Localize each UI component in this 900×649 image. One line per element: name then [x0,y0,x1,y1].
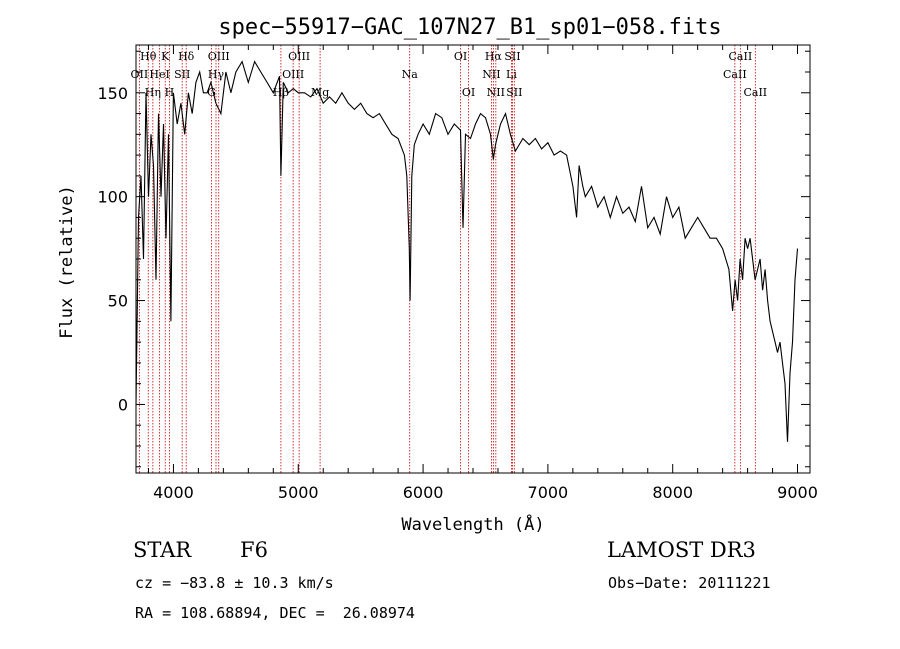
spectral-line-label: K [161,50,170,63]
redshift-velocity: cz = −83.8 ± 10.3 km/s [135,574,334,592]
spectral-line-label: SII [504,50,520,63]
y-axis: 0 50 100 150 [97,50,810,468]
x-tick-label: 6000 [403,483,444,502]
spectral-line-labels: OII Hθ Hη HeI K H SII Hδ G Hγ OIII Hβ OIII OIII Mg Na OI… [131,50,768,99]
y-tick-label: 50 [108,292,128,311]
x-tick-label: 5000 [278,483,319,502]
spectral-line-label: Mg [311,86,329,99]
spectral-line-label: OIII [208,50,230,63]
y-tick-label: 150 [97,84,128,103]
spectral-line-label: G [207,86,216,99]
spectrum-line [135,60,799,442]
x-tick-label: 4000 [153,483,194,502]
spectral-line-markers [138,45,756,473]
plot-frame [135,44,811,474]
spectral-line-label: CaII [723,68,747,81]
x-axis-label: Wavelength (Å) [401,513,544,535]
x-tick-label: 9000 [777,483,818,502]
x-axis: 4000 5000 6000 7000 8000 9000 [147,45,818,502]
spectral-line-label: Hθ [140,50,157,63]
spectral-line-label: OI [454,50,467,63]
object-class: STAR [133,538,192,562]
spectral-line-label: NII [487,86,505,99]
spectral-line-label: Hβ [273,86,289,99]
spectral-line-label: OII [131,68,149,81]
object-subclass: F6 [240,538,268,562]
spectral-line-label: OIII [282,68,304,81]
spectral-line-label: Na [402,68,419,81]
x-tick-label: 8000 [652,483,693,502]
spectral-line-label: SII [174,68,190,81]
y-tick-label: 0 [118,395,128,414]
spectral-line-label: OI [462,86,475,99]
spectral-line-label: Li [506,68,517,81]
coordinates: RA = 108.68894, DEC = 26.08974 [135,604,415,622]
spectral-line-label: Hα [485,50,503,63]
spectral-line-label: CaII [729,50,753,63]
spectral-line-label: OIII [288,50,310,63]
spectral-line-label: H [165,86,175,99]
spectral-line-label: HeI [149,68,169,81]
observation-date: Obs−Date: 20111221 [608,574,771,592]
spectral-line-label: NII [482,68,500,81]
chart-title: spec−55917−GAC_107N27_B1_sp01−058.fits [218,15,721,40]
y-tick-label: 100 [97,188,128,207]
x-tick-label: 7000 [528,483,569,502]
y-axis-label: Flux (relative) [57,185,77,339]
spectral-line-label: SII [506,86,522,99]
spectral-line-label: Hδ [178,50,195,63]
spectral-line-label: Hη [145,86,161,99]
spectral-line-label: Hγ [208,68,225,81]
survey-name: LAMOST DR3 [607,538,756,562]
spectral-line-label: CaII [743,86,767,99]
